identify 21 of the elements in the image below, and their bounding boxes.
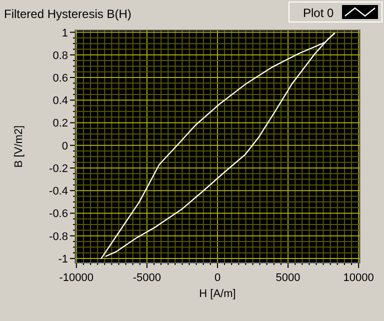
y-tick-label: -0.8 [49, 230, 68, 243]
y-axis-title: B [V/m2] [13, 125, 25, 168]
x-tick-label: 0 [214, 272, 221, 284]
x-axis-title: H [A/m] [199, 288, 236, 300]
chart-title: Filtered Hysteresis B(H) [4, 7, 132, 21]
x-tick-label: 5000 [276, 272, 300, 284]
y-tick-label: 0.6 [52, 72, 68, 85]
y-tick-label: 1 [62, 27, 68, 40]
legend-label: Plot 0 [303, 6, 334, 20]
y-tick-label: -0.6 [49, 208, 68, 220]
y-tick-label: -0.4 [49, 186, 68, 198]
y-tick-label: 0.8 [52, 50, 68, 62]
y-tick-label: -1 [58, 253, 68, 266]
x-tick-label: -5000 [132, 272, 162, 284]
y-tick-label: -0.2 [49, 162, 68, 175]
x-tick-label: -10000 [59, 272, 94, 284]
y-tick-label: 0 [62, 140, 68, 152]
y-tick-label: 0.4 [52, 95, 68, 108]
line-series [100, 32, 336, 260]
x-tick-label: 10000 [343, 272, 374, 284]
y-tick-label: 0.2 [52, 118, 68, 130]
